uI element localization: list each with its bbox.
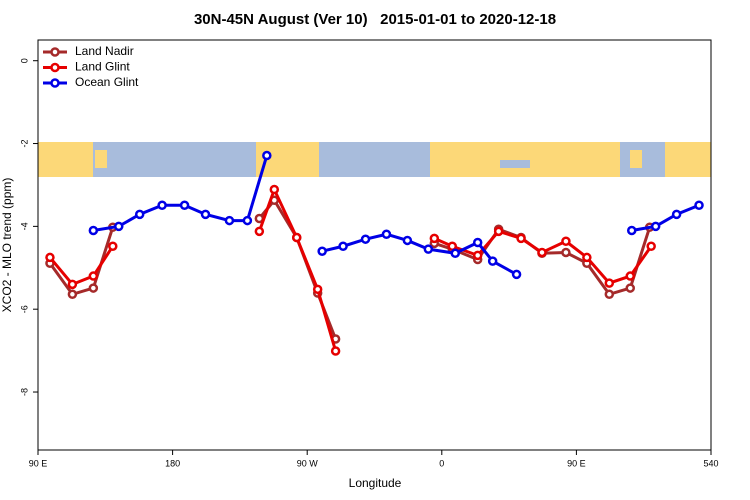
x-tick-label: 90 W: [297, 458, 319, 468]
data-point: [561, 236, 571, 247]
data-point: [604, 278, 615, 288]
data-point: [694, 200, 704, 210]
data-point: [108, 241, 118, 251]
legend-marker: [50, 62, 60, 73]
data-point: [269, 184, 280, 195]
data-point: [330, 346, 341, 356]
data-point: [671, 209, 682, 220]
data-point: [88, 283, 99, 293]
data-point: [67, 289, 78, 300]
data-point: [472, 237, 483, 248]
data-point: [114, 221, 124, 232]
map-band: [38, 142, 711, 177]
data-point: [650, 221, 661, 232]
data-point: [88, 271, 99, 281]
data-point: [262, 150, 272, 161]
legend-label: Land Glint: [75, 60, 130, 74]
x-axis-title: Longitude: [349, 476, 402, 490]
map-land: [38, 142, 93, 177]
legend-label: Ocean Glint: [75, 75, 139, 89]
data-point: [423, 244, 434, 254]
data-point: [242, 215, 253, 226]
y-tick-label: -2: [19, 140, 29, 148]
data-point: [646, 241, 656, 251]
data-point: [582, 252, 592, 263]
map-land: [665, 142, 711, 177]
x-tick-label: 180: [165, 458, 180, 468]
data-point: [487, 256, 498, 266]
data-point: [254, 226, 265, 237]
plot-frame: [37, 39, 712, 451]
data-point: [626, 225, 637, 236]
legend-marker: [50, 47, 60, 57]
data-point: [338, 241, 348, 251]
data-point: [88, 225, 99, 236]
data-point: [429, 233, 440, 244]
legend-marker: [50, 78, 60, 88]
data-point: [45, 252, 55, 263]
chart-title: 30N-45N August (Ver 10) 2015-01-01 to 20…: [194, 11, 556, 28]
x-tick-label: 0: [439, 458, 444, 468]
y-tick-label: -6: [19, 305, 29, 313]
data-point: [67, 279, 78, 290]
data-point: [604, 289, 615, 300]
data-point: [224, 215, 235, 226]
data-point: [157, 200, 167, 210]
data-point: [561, 247, 571, 258]
legend-label: Land Nadir: [75, 44, 134, 58]
y-axis-title: XCO2 - MLO trend (ppm): [0, 178, 14, 313]
data-point: [516, 233, 526, 244]
data-point: [360, 234, 371, 244]
data-point: [402, 235, 413, 246]
data-point: [625, 271, 635, 281]
data-point: [450, 248, 461, 259]
data-point: [200, 209, 211, 220]
data-point: [291, 232, 302, 243]
data-point: [472, 250, 483, 261]
data-point: [312, 284, 323, 295]
series-line: [48, 197, 652, 340]
data-point: [537, 247, 547, 258]
map-island: [630, 150, 642, 168]
data-point: [179, 200, 190, 210]
map-land: [430, 142, 620, 177]
data-point: [134, 209, 145, 220]
data-point: [381, 229, 392, 239]
map-island: [95, 150, 107, 168]
data-point: [493, 226, 504, 237]
x-tick-label: 540: [703, 458, 718, 468]
y-tick-label: -8: [19, 388, 29, 396]
data-point: [625, 283, 635, 293]
x-tick-label: 90 E: [29, 458, 48, 468]
map-sea: [500, 160, 530, 168]
y-tick-label: -4: [19, 222, 29, 230]
y-tick-label: 0: [19, 58, 29, 63]
data-point: [511, 269, 522, 280]
x-tick-label: 90 E: [567, 458, 586, 468]
data-point: [317, 246, 327, 256]
